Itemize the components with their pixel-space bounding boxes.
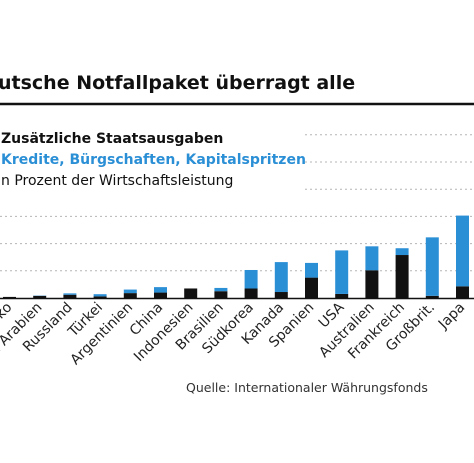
bar-kredite-14 [425, 237, 439, 296]
bar-kredite-11 [335, 250, 349, 294]
bar-ausgaben-14 [425, 295, 439, 298]
bar-ausgaben-5 [154, 292, 167, 298]
bar-ausgaben-3 [93, 296, 107, 298]
bar-kredite-8 [244, 269, 258, 289]
bar-kredite-15 [456, 215, 469, 287]
legend: Zusätzliche Staatsausgaben Kredite, Bürg… [0, 121, 306, 194]
bar-kredite-7 [214, 287, 228, 292]
bars [3, 215, 469, 298]
bar-ausgaben-4 [123, 293, 137, 298]
legend-line-3: n Prozent der Wirtschaftsleistung [1, 173, 233, 189]
bar-kredite-5 [154, 287, 167, 293]
bar-kredite-4 [123, 289, 137, 294]
bar-ausgaben-7 [214, 291, 228, 298]
grid-lines [0, 134, 474, 272]
bar-kredite-2 [63, 293, 77, 295]
bar-ausgaben-10 [305, 277, 318, 298]
bar-ausgaben-15 [456, 286, 469, 298]
bar-ausgaben-13 [395, 255, 409, 298]
bar-ausgaben-12 [365, 270, 379, 298]
bar-kredite-9 [274, 262, 288, 293]
bar-ausgaben-2 [63, 294, 77, 298]
legend-line-1: Zusätzliche Staatsausgaben [1, 131, 223, 147]
bar-ausgaben-0 [3, 296, 16, 298]
bar-ausgaben-1 [33, 295, 47, 298]
legend-line-2: Kredite, Bürgschaften, Kapitalspritzen [1, 152, 306, 168]
bar-ausgaben-8 [244, 288, 258, 298]
source-note: Quelle: Internationaler Währungsfonds [186, 380, 428, 395]
bar-ausgaben-6 [184, 288, 198, 298]
x-tick-label: Japa [435, 300, 468, 333]
bar-ausgaben-9 [274, 292, 288, 298]
bar-kredite-3 [93, 294, 107, 297]
bar-kredite-13 [395, 248, 409, 256]
bar-kredite-10 [305, 262, 318, 278]
bar-kredite-12 [365, 246, 379, 271]
bar-ausgaben-11 [335, 293, 349, 298]
chart-title: utsche Notfallpaket überragt alle [0, 72, 355, 94]
legend-box [0, 121, 302, 194]
